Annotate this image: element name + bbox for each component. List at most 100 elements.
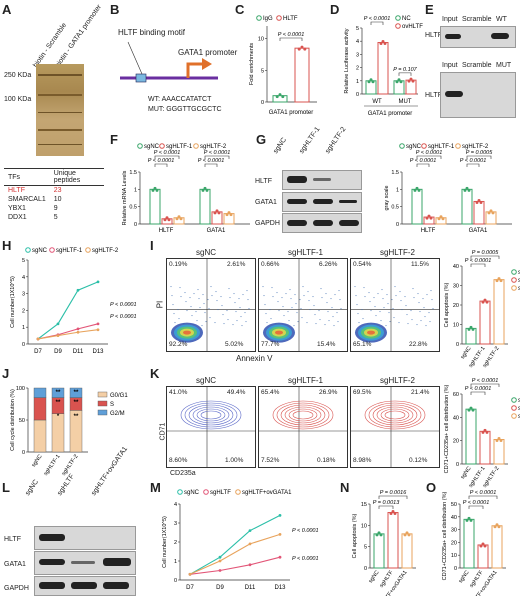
- blot-row-label: GATA1: [4, 561, 26, 568]
- quadrant-percent: 7.52%: [261, 457, 280, 464]
- scatter-dot: [399, 291, 401, 293]
- scatter-dot: [295, 303, 297, 305]
- contour-ring: [292, 410, 314, 420]
- scatter-dot: [173, 313, 175, 315]
- legend-label: sgHLTF-2: [518, 414, 520, 420]
- data-point: [483, 428, 487, 432]
- data-point: [278, 514, 282, 517]
- lane-label: Scramble: [462, 62, 492, 69]
- scatter-dot: [223, 323, 225, 325]
- silver-stain-gel: [36, 64, 84, 156]
- data-point: [467, 408, 471, 412]
- panel-label-a: A: [2, 2, 12, 17]
- data-point: [56, 334, 60, 337]
- scatter-dot: [354, 286, 356, 288]
- scatter-dot: [376, 324, 378, 326]
- scatter-dot: [289, 289, 291, 291]
- significance-bracket: [470, 255, 500, 259]
- data-point: [407, 79, 411, 83]
- scatter-dot: [247, 299, 249, 301]
- scatter-dot: [334, 294, 336, 296]
- significance-bracket: [154, 163, 168, 167]
- p-value-label: P < 0.0001: [292, 528, 319, 534]
- y-tick-label: 0: [174, 578, 177, 584]
- data-point: [497, 277, 501, 281]
- contour-ring: [284, 406, 322, 424]
- legend-label: HLTF: [283, 16, 298, 22]
- scatter-dot: [429, 321, 431, 323]
- legend-label: sgHLTF-1: [518, 406, 520, 412]
- data-point: [495, 523, 499, 527]
- data-point: [297, 47, 301, 51]
- blot-strip: [34, 551, 136, 575]
- table-cell: 9: [53, 205, 58, 212]
- data-point: [495, 279, 499, 283]
- scatter-dot: [375, 315, 377, 317]
- p-value-label: P = 0.0016: [380, 490, 407, 496]
- y-tick-label: 5: [22, 258, 25, 264]
- bar: [223, 213, 235, 225]
- scatter-dot: [238, 298, 240, 300]
- quadrant-percent: 26.9%: [319, 389, 338, 396]
- quadrant-percent: 65.4%: [261, 389, 280, 396]
- legend-label: sgNC: [518, 270, 520, 276]
- contour-ring: [192, 406, 230, 424]
- scatter-dot: [291, 307, 293, 309]
- scatter-dot: [309, 309, 311, 311]
- legend-label: ovHLTF: [402, 24, 423, 30]
- flow-plot-canvas: [167, 259, 255, 351]
- panel-label-i: I: [150, 238, 154, 253]
- bar: [199, 188, 211, 225]
- scatter-dot: [326, 302, 328, 304]
- quadrant-percent: 8.98%: [353, 457, 372, 464]
- p-value-label: P < 0.0001: [463, 500, 490, 506]
- scatter-dot: [172, 304, 174, 306]
- quadrant-percent: 5.02%: [225, 341, 244, 348]
- scatter-dot: [337, 321, 339, 323]
- x-axis-label: GATA1 promoter: [368, 111, 412, 117]
- flow-plot: 0.66% 6.26% 77.7% 15.4%: [258, 258, 348, 352]
- scatter-dot: [418, 302, 420, 304]
- scatter-dot: [330, 298, 332, 300]
- motif-title: HLTF binding motif: [118, 28, 185, 37]
- bar: [173, 217, 185, 225]
- lane-label: biotin - GATA1 promoter: [54, 3, 103, 69]
- data-point: [497, 525, 501, 529]
- y-tick-label: 0: [22, 450, 25, 456]
- scatter-dot: [411, 319, 413, 321]
- quadrant-percent: 21.4%: [411, 389, 430, 396]
- quadrant-percent: 77.7%: [261, 341, 280, 348]
- blot-row-label: GAPDH: [4, 585, 29, 592]
- bar: [493, 439, 505, 465]
- contour-ring: [272, 400, 334, 430]
- legend-marker: [395, 23, 401, 29]
- scatter-dot: [336, 312, 338, 314]
- scatter-dot: [275, 323, 277, 325]
- legend-marker: [85, 247, 91, 253]
- bar: [373, 533, 385, 569]
- y-tick-label: 0.5: [129, 205, 137, 211]
- bar: [491, 525, 503, 569]
- scatter-dot: [232, 324, 234, 326]
- bar: [161, 218, 173, 225]
- scatter-dot: [282, 306, 284, 308]
- scatter-dot: [180, 296, 182, 298]
- blot-row-label: HLTF: [425, 92, 442, 99]
- bar: [493, 279, 505, 345]
- y-tick-label: 1: [174, 559, 177, 565]
- scatter-dot: [320, 288, 322, 290]
- flow-plot: 41.0% 49.4% 8.60% 1.00%: [166, 386, 256, 468]
- scatter-dot: [207, 299, 209, 301]
- data-point: [491, 211, 495, 215]
- chart-g: 0 0.5 1 1.5 gray scale sgNC sgHLTF-1 sgHLTF-2 HL…: [384, 143, 512, 234]
- y-tick-label: 0: [356, 92, 359, 98]
- data-point: [389, 512, 393, 516]
- legend-label: sgHLTF-2: [462, 144, 489, 150]
- scatter-dot: [357, 313, 359, 315]
- data-point: [76, 288, 80, 292]
- scatter-dot: [170, 286, 172, 288]
- blot-strip: [34, 526, 136, 550]
- x-tick-label: sgNC: [31, 454, 44, 469]
- bar: [461, 188, 473, 225]
- legend-swatch: [97, 391, 108, 398]
